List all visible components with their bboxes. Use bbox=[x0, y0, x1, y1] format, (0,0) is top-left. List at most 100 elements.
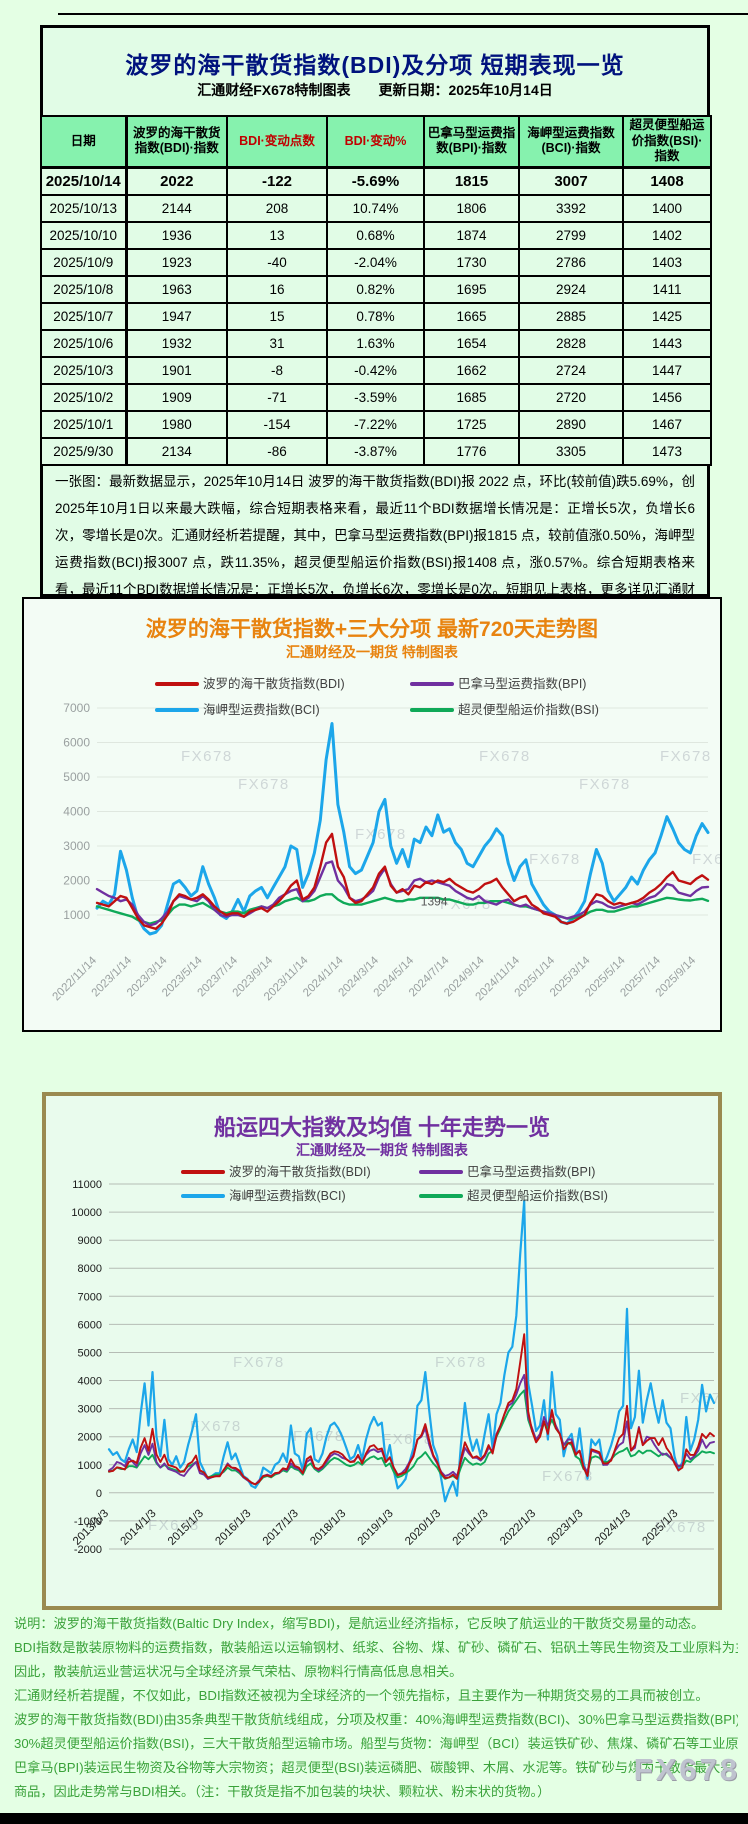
data-cell: 1425 bbox=[622, 301, 712, 331]
data-cell: 1456 bbox=[622, 382, 712, 412]
legend-label: 超灵便型船运价指数(BSI) bbox=[458, 702, 599, 717]
footer-line: 说明：波罗的海干散货指数(Baltic Dry Index，缩写BDI)，是航运… bbox=[14, 1616, 705, 1631]
chart-10y-title: 船运四大指数及均值 十年走势一览 bbox=[213, 1115, 551, 1140]
legend-label: 波罗的海干散货指数(BDI) bbox=[203, 676, 345, 691]
fx678-plot-watermark: FX678 bbox=[579, 776, 631, 793]
data-cell: 1730 bbox=[423, 247, 520, 277]
y-axis-label: 1000 bbox=[78, 1460, 102, 1472]
y-axis-label: 5000 bbox=[78, 1348, 102, 1360]
data-cell: 2885 bbox=[518, 301, 624, 331]
data-cell: 16 bbox=[226, 274, 328, 304]
data-cell: 2786 bbox=[518, 247, 624, 277]
data-cell: 1400 bbox=[622, 193, 712, 223]
data-cell: -40 bbox=[226, 247, 328, 277]
x-axis-label: 2020/1/3 bbox=[403, 1508, 443, 1548]
bdi-data-table: 日期 波罗的海干散货指数(BDI)·指数 BDI·变动点数 BDI·变动% 巴拿马型运费… bbox=[40, 114, 712, 466]
x-axis-label: 2023/1/3 bbox=[545, 1508, 585, 1548]
data-cell: 1909 bbox=[125, 382, 228, 412]
fx678-plot-watermark: FX678 bbox=[355, 826, 407, 843]
table-subtitle: 汇通财经FX678特制图表 更新日期：2025年10月14日 bbox=[197, 82, 553, 98]
y-axis-label: 9000 bbox=[78, 1235, 102, 1247]
data-cell: 1403 bbox=[622, 247, 712, 277]
header-cell: BDI·变动点数 bbox=[226, 114, 328, 169]
data-cell: 2025/10/10 bbox=[40, 220, 128, 250]
x-axis-label: 2016/1/3 bbox=[213, 1508, 253, 1548]
data-cell: 1473 bbox=[622, 436, 712, 466]
data-cell: -8 bbox=[226, 355, 328, 385]
table-row: 2025/10/1 1980 -154 -7.22% 1725 2890 1467 bbox=[40, 409, 712, 439]
y-axis-label: 5000 bbox=[63, 770, 90, 784]
table-row: 2025/10/10 1936 13 0.68% 1874 2799 1402 bbox=[40, 220, 712, 250]
data-cell: 1936 bbox=[125, 220, 228, 250]
data-cell: 1443 bbox=[622, 328, 712, 358]
series-line bbox=[108, 1333, 715, 1486]
fx678-plot-watermark: FX678 bbox=[382, 1431, 434, 1448]
chart-10y-panel: -2000 -1000 0 1000 2000 3000 4000 5000 6000 7000 8… bbox=[42, 1092, 722, 1610]
data-cell: 2025/10/6 bbox=[40, 328, 128, 358]
data-cell: -122 bbox=[226, 165, 328, 196]
y-axis-label: 11000 bbox=[72, 1179, 102, 1191]
footer-line: 巴拿马(BPI)装运民生物资及谷物等大宗物资；超灵便型(BSI)装运磷肥、碳酸钾… bbox=[14, 1760, 734, 1775]
data-cell: 1695 bbox=[423, 274, 520, 304]
fx678-plot-watermark: FX678 bbox=[238, 776, 290, 793]
footer-line: 商品，因此走势常与BDI相关。（注：干散货是指不加包装的块状、颗粒状、粉末状的货… bbox=[14, 1784, 551, 1799]
y-axis-label: 2000 bbox=[63, 874, 90, 888]
fx678-plot-watermark: FX678 bbox=[479, 748, 531, 765]
x-axis-label: 2022/1/3 bbox=[498, 1508, 538, 1548]
footer-line: 汇通财经析若提醒，不仅如此，BDI指数还被视为全球经济的一个领先指标，且主要作为… bbox=[14, 1688, 709, 1703]
table-title: 波罗的海干散货指数(BDI)及分项 短期表现一览 bbox=[125, 52, 625, 78]
data-cell: 3007 bbox=[518, 165, 624, 196]
fx678-plot-watermark: FX678 bbox=[435, 1354, 487, 1371]
series-line bbox=[95, 860, 710, 927]
data-cell: 2025/10/9 bbox=[40, 247, 128, 277]
chart-10y-plot: -2000 -1000 0 1000 2000 3000 4000 5000 6000 7000 8… bbox=[71, 1164, 718, 1556]
data-cell: 2025/9/30 bbox=[40, 436, 128, 466]
data-cell: 13 bbox=[226, 220, 328, 250]
data-cell: 3392 bbox=[518, 193, 624, 223]
data-label: 1394 bbox=[421, 894, 448, 908]
top-divider-line bbox=[58, 13, 748, 15]
data-cell: -3.59% bbox=[326, 382, 425, 412]
data-cell: 2025/10/14 bbox=[40, 165, 128, 196]
data-cell: 15 bbox=[226, 301, 328, 331]
footer-line: 因此，散装航运业营运状况与全球经济景气荣枯、原物料行情高低息息相关。 bbox=[14, 1664, 463, 1679]
fx678-plot-watermark: FX678 bbox=[692, 851, 720, 868]
fx678-plot-watermark: FX678 bbox=[148, 1517, 200, 1534]
data-cell: 1923 bbox=[125, 247, 228, 277]
y-axis-label: 7000 bbox=[63, 701, 90, 715]
legend-label: 波罗的海干散货指数(BDI) bbox=[229, 1164, 371, 1179]
chart-720-subtitle: 汇通财经及一期货 特制图表 bbox=[286, 644, 458, 660]
data-cell: 2890 bbox=[518, 409, 624, 439]
legend-label: 海岬型运费指数(BCI) bbox=[229, 1188, 346, 1203]
y-axis-label: -1000 bbox=[74, 1516, 102, 1528]
series-line bbox=[95, 722, 710, 936]
bottom-bar bbox=[0, 1813, 748, 1824]
footer-notes: 说明：波罗的海干散货指数(Baltic Dry Index，缩写BDI)，是航运… bbox=[14, 1612, 738, 1804]
x-axis-label: 2018/1/3 bbox=[308, 1508, 348, 1548]
legend-label: 巴拿马型运费指数(BPI) bbox=[467, 1164, 595, 1179]
header-cell: 巴拿马型运费指数(BPI)·指数 bbox=[423, 114, 520, 169]
footer-line: BDI指数是散装原物料的运费指数，散装船运以运输钢材、纸浆、谷物、煤、矿砂、磷矿… bbox=[14, 1640, 738, 1655]
series-line bbox=[107, 1199, 716, 1503]
y-axis-label: 1000 bbox=[63, 908, 90, 922]
table-row: 2025/10/7 1947 15 0.78% 1665 2885 1425 bbox=[40, 301, 712, 331]
data-cell: 0.68% bbox=[326, 220, 425, 250]
data-cell: 2025/10/3 bbox=[40, 355, 128, 385]
data-cell: 31 bbox=[226, 328, 328, 358]
y-axis-label: 3000 bbox=[78, 1404, 102, 1416]
data-cell: 1662 bbox=[423, 355, 520, 385]
y-axis-label: 0 bbox=[96, 1488, 102, 1500]
data-cell: -7.22% bbox=[326, 409, 425, 439]
chart-720-panel: 1000 2000 3000 4000 5000 6000 7000 2022/11/14 20… bbox=[22, 597, 722, 1032]
summary-paragraph: 一张图：最新数据显示，2025年10月14日 波罗的海干散货指数(BDI)报 2… bbox=[55, 474, 695, 624]
header-cell: BDI·变动% bbox=[326, 114, 425, 169]
data-cell: 3305 bbox=[518, 436, 624, 466]
y-axis-label: 10000 bbox=[71, 1207, 102, 1219]
data-cell: -2.04% bbox=[326, 247, 425, 277]
x-axis-label: 2024/1/3 bbox=[593, 1508, 633, 1548]
data-cell: 1665 bbox=[423, 301, 520, 331]
data-cell: 1874 bbox=[423, 220, 520, 250]
data-cell: 1467 bbox=[622, 409, 712, 439]
data-cell: 1654 bbox=[423, 328, 520, 358]
